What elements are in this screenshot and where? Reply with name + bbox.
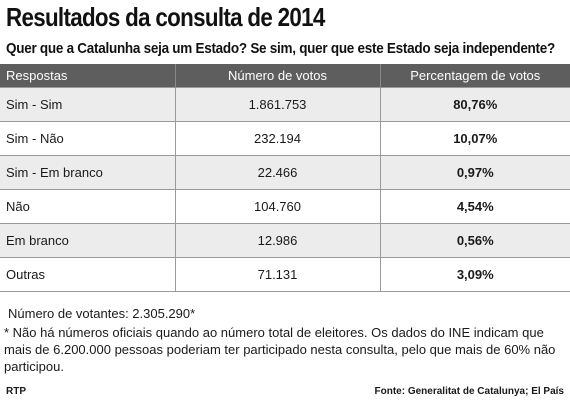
table-row: Em branco 12.986 0,56% [0, 223, 570, 258]
results-table: Respostas Número de votos Percentagem de… [0, 64, 570, 292]
table-row: Sim - Não 232.194 10,07% [0, 121, 570, 156]
answer-cell: Em branco [0, 223, 176, 258]
answer-cell: Sim - Em branco [0, 155, 176, 190]
votes-cell: 71.131 [175, 257, 381, 292]
percent-cell: 80,76% [380, 87, 570, 122]
percent-cell: 3,09% [380, 257, 570, 292]
votes-cell: 12.986 [175, 223, 381, 258]
answer-cell: Outras [0, 257, 176, 292]
percent-cell: 0,97% [380, 155, 570, 190]
page-title: Resultados da consulta de 2014 [6, 2, 325, 32]
table-row: Outras 71.131 3,09% [0, 257, 570, 292]
percent-cell: 4,54% [380, 189, 570, 224]
column-header-votes: Número de votos [175, 64, 381, 88]
footnote: * Não há números oficiais quando ao núme… [4, 325, 556, 374]
votes-cell: 1.861.753 [175, 87, 381, 122]
table-row: Não 104.760 4,54% [0, 189, 570, 224]
answer-cell: Sim - Não [0, 121, 176, 156]
percent-cell: 0,56% [380, 223, 570, 258]
question-subtitle: Quer que a Catalunha seja um Estado? Se … [6, 40, 555, 57]
votes-cell: 232.194 [175, 121, 381, 156]
votes-cell: 22.466 [175, 155, 381, 190]
publisher-credit: RTP [6, 386, 26, 397]
answer-cell: Não [0, 189, 176, 224]
answer-cell: Sim - Sim [0, 87, 176, 122]
voters-count: Número de votantes: 2.305.290* [8, 306, 196, 321]
table-row: Sim - Em branco 22.466 0,97% [0, 155, 570, 190]
votes-cell: 104.760 [175, 189, 381, 224]
percent-cell: 10,07% [380, 121, 570, 156]
source-credit: Fonte: Generalitat de Catalunya; El País [374, 386, 565, 397]
table-row: Sim - Sim 1.861.753 80,76% [0, 87, 570, 122]
column-header-answers: Respostas [0, 64, 176, 88]
column-header-percent: Percentagem de votos [380, 64, 570, 88]
table-header-row: Respostas Número de votos Percentagem de… [0, 64, 570, 88]
